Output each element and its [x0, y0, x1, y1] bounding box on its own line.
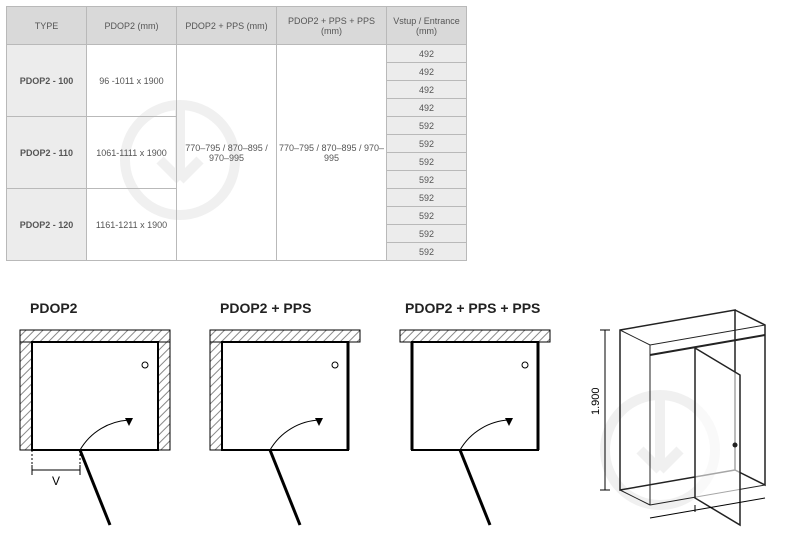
th-pps: PDOP2 + PPS (mm) — [177, 7, 277, 45]
pdop2-1: 1061-1111 x 1900 — [87, 117, 177, 189]
entr-5: 592 — [387, 135, 467, 153]
vlabel-1: V — [52, 474, 60, 488]
label-d1: PDOP2 — [30, 300, 77, 316]
entr-6: 592 — [387, 153, 467, 171]
diagram-3 — [390, 320, 560, 540]
type-0: PDOP2 - 100 — [7, 45, 87, 117]
entr-4: 592 — [387, 117, 467, 135]
pps2-merged: 770–795 / 870–895 / 970–995 — [277, 45, 387, 261]
diagram-1: V — [10, 320, 180, 540]
type-1: PDOP2 - 110 — [7, 117, 87, 189]
entr-2: 492 — [387, 81, 467, 99]
th-pps2: PDOP2 + PPS + PPS (mm) — [277, 7, 387, 45]
entr-7: 592 — [387, 171, 467, 189]
spec-table: TYPE PDOP2 (mm) PDOP2 + PPS (mm) PDOP2 +… — [6, 6, 467, 261]
th-pdop2: PDOP2 (mm) — [87, 7, 177, 45]
type-2: PDOP2 - 120 — [7, 189, 87, 261]
entr-3: 492 — [387, 99, 467, 117]
entr-1: 492 — [387, 63, 467, 81]
iso-view: 1.900 — [585, 300, 785, 540]
th-entrance: Vstup / Entrance (mm) — [387, 7, 467, 45]
pps-merged: 770–795 / 870–895 / 970–995 — [177, 45, 277, 261]
entr-0: 492 — [387, 45, 467, 63]
entr-11: 592 — [387, 243, 467, 261]
th-type: TYPE — [7, 7, 87, 45]
pdop2-0: 96 -1011 x 1900 — [87, 45, 177, 117]
diagram-2 — [200, 320, 370, 540]
pdop2-2: 1161-1211 x 1900 — [87, 189, 177, 261]
entr-9: 592 — [387, 207, 467, 225]
entr-8: 592 — [387, 189, 467, 207]
label-d3: PDOP2 + PPS + PPS — [405, 300, 540, 316]
entr-10: 592 — [387, 225, 467, 243]
label-d2: PDOP2 + PPS — [220, 300, 311, 316]
height-label: 1.900 — [590, 387, 602, 415]
